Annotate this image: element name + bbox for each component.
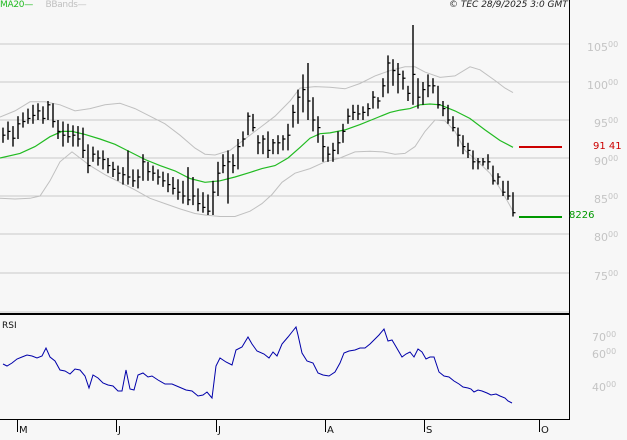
x-axis-month-label: A (327, 425, 334, 436)
legend-ma20: MA20 (0, 0, 25, 10)
rsi-axis-label: 4000 (592, 380, 617, 394)
price-bars (2, 25, 516, 217)
rsi-panel-title: RSI (2, 321, 17, 331)
copyright-timestamp: © TEC 28/9/2025 3:0 GMT (449, 0, 568, 10)
x-axis-month-label: J (118, 425, 121, 436)
price-axis-label: 10000 (587, 78, 619, 92)
x-axis-month-label: O (541, 425, 549, 436)
price-axis-label: 7500 (594, 269, 619, 283)
rsi-line (2, 325, 513, 404)
panel-frame (0, 0, 570, 432)
rsi-axis-label: 7000 (592, 330, 617, 344)
ma20-line (0, 103, 514, 183)
price-axis-label: 9500 (594, 116, 619, 130)
level-lines (519, 146, 562, 218)
legend-bbands: BBands (45, 0, 78, 10)
price-axis-label: 8500 (594, 192, 619, 206)
legend-bbands-swatch: — (77, 0, 87, 10)
bollinger-bands (0, 66, 514, 217)
support-level-label: 8226 (569, 210, 595, 221)
rsi-axis-label: 6000 (592, 347, 617, 361)
price-gridlines (0, 43, 569, 274)
price-axis-label: 8000 (594, 230, 619, 244)
resistance-level-label: 91 41 (593, 141, 622, 152)
price-axis-label: 9000 (594, 154, 619, 168)
x-axis-month-label: S (426, 425, 433, 436)
legend: MA20— BBands— (0, 0, 87, 10)
x-axis-month-label: M (19, 425, 28, 436)
legend-ma20-swatch: — (24, 0, 33, 10)
x-axis-month-label: J (218, 425, 221, 436)
price-axis-label: 10500 (587, 40, 619, 54)
